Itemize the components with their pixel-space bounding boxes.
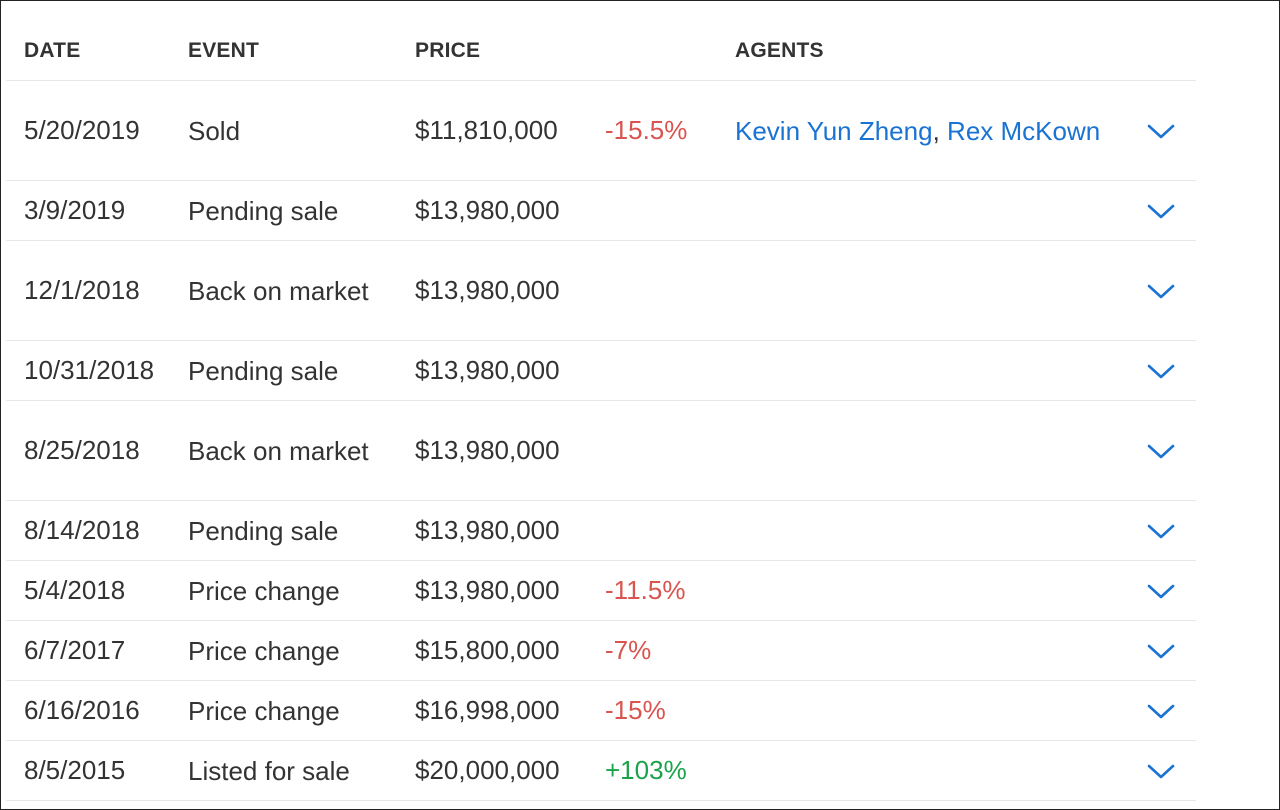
row-price: $20,000,000 [415,755,560,785]
row-expand-cell [1115,361,1196,381]
chevron-down-icon[interactable] [1146,701,1176,721]
header-date: DATE [24,38,81,62]
header-event: EVENT [188,38,260,62]
row-date: 5/20/2019 [24,115,140,145]
row-price: $11,810,000 [415,115,558,145]
row-expand-cell [1115,581,1196,601]
row-price-change: -15% [605,695,666,725]
header-agents: AGENTS [735,38,824,62]
chevron-down-icon[interactable] [1146,361,1176,381]
row-price-change: -15.5% [605,115,688,145]
table-row[interactable]: 3/9/2019 Pending sale $13,980,000 [6,181,1196,241]
row-price-change: -11.5% [605,575,686,605]
chevron-down-icon[interactable] [1146,281,1176,301]
row-expand-cell [1115,701,1196,721]
table-row[interactable]: 5/4/2018 Price change $13,980,000 -11.5% [6,561,1196,621]
row-date: 6/7/2017 [24,635,126,665]
row-expand-cell [1115,441,1196,461]
chevron-down-icon[interactable] [1146,641,1176,661]
table-row[interactable]: 8/14/2018 Pending sale $13,980,000 [6,501,1196,561]
agent-link[interactable]: Kevin Yun Zheng [735,115,933,146]
row-date: 8/14/2018 [24,515,140,545]
row-event: Pending sale [188,355,339,386]
row-price: $15,800,000 [415,635,560,665]
table-row[interactable]: 8/25/2018 Back on market $13,980,000 [6,401,1196,501]
chevron-down-icon[interactable] [1146,201,1176,221]
row-expand-cell [1115,281,1196,301]
row-expand-cell [1115,121,1196,141]
row-expand-cell [1115,521,1196,541]
row-date: 5/4/2018 [24,575,126,605]
table-row[interactable]: 5/20/2019 Sold $11,810,000 -15.5% Kevin … [6,81,1196,181]
row-date: 12/1/2018 [24,275,140,305]
row-price: $13,980,000 [415,515,560,545]
chevron-down-icon[interactable] [1146,581,1176,601]
row-price-change: +103% [605,755,687,785]
row-price: $16,998,000 [415,695,560,725]
row-event: Back on market [188,435,369,466]
row-event: Back on market [188,275,369,306]
header-price: PRICE [415,38,481,62]
agent-link[interactable]: Rex McKown [947,115,1101,146]
row-date: 10/31/2018 [24,355,155,385]
row-expand-cell [1115,761,1196,781]
row-date: 3/9/2019 [24,195,126,225]
row-date: 8/25/2018 [24,435,140,465]
table-row[interactable]: 10/31/2018 Pending sale $13,980,000 [6,341,1196,401]
row-event: Pending sale [188,195,339,226]
table-row[interactable]: 12/1/2018 Back on market $13,980,000 [6,241,1196,341]
row-event: Price change [188,575,340,606]
row-price: $13,980,000 [415,275,560,305]
row-event: Sold [188,115,241,146]
table-row[interactable]: 6/16/2016 Price change $16,998,000 -15% [6,681,1196,741]
row-price: $13,980,000 [415,575,560,605]
chevron-down-icon[interactable] [1146,441,1176,461]
row-agents: Kevin Yun Zheng, Rex McKown [735,111,1115,151]
row-price: $13,980,000 [415,355,560,385]
row-price: $13,980,000 [415,195,560,225]
row-date: 8/5/2015 [24,755,126,785]
chevron-down-icon[interactable] [1146,761,1176,781]
row-expand-cell [1115,641,1196,661]
row-date: 6/16/2016 [24,695,140,725]
row-event: Price change [188,695,340,726]
chevron-down-icon[interactable] [1146,521,1176,541]
table-header: DATE EVENT PRICE AGENTS [6,21,1196,81]
row-event: Price change [188,635,340,666]
row-event: Pending sale [188,515,339,546]
row-price-change: -7% [605,635,652,665]
property-history-table: DATE EVENT PRICE AGENTS 5/20/2019 Sold $… [6,21,1196,801]
row-price: $13,980,000 [415,435,560,465]
chevron-down-icon[interactable] [1146,121,1176,141]
row-expand-cell [1115,201,1196,221]
table-row[interactable]: 8/5/2015 Listed for sale $20,000,000 +10… [6,741,1196,801]
row-event: Listed for sale [188,755,350,786]
table-row[interactable]: 6/7/2017 Price change $15,800,000 -7% [6,621,1196,681]
agent-separator: , [932,115,940,146]
